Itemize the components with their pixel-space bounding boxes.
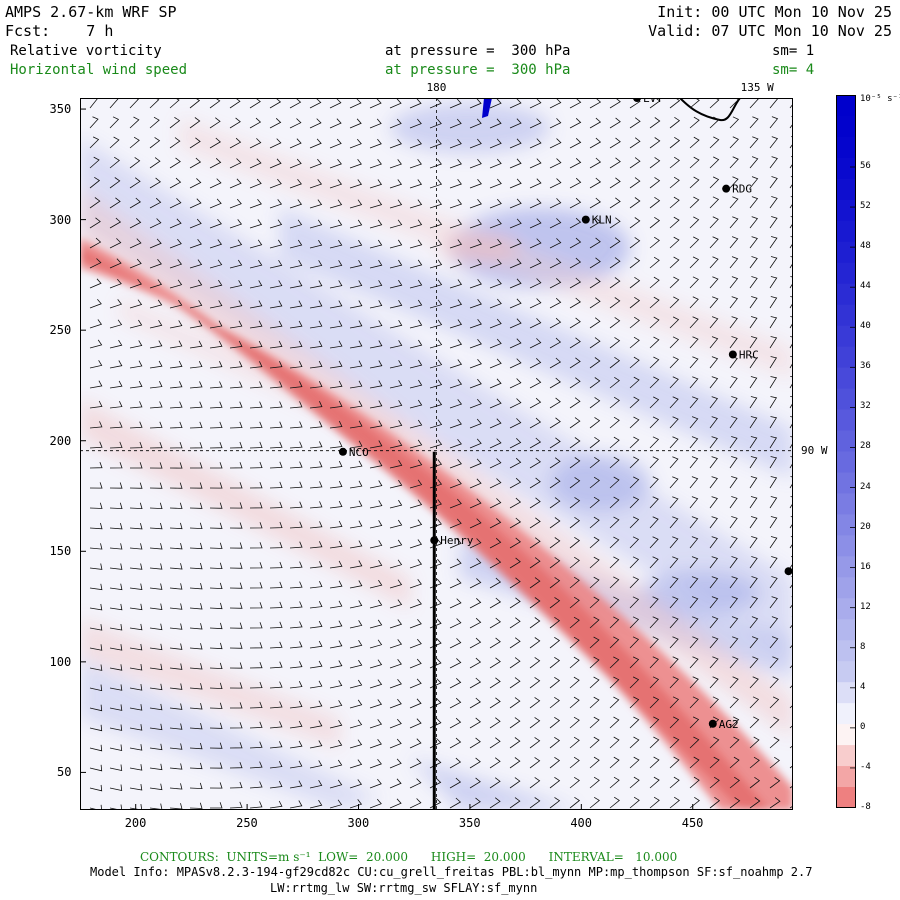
vorticity-map: LVT RDG KLN HRC NCO Henry AG2 <box>80 98 793 810</box>
model-title: AMPS 2.67-km WRF SP <box>5 3 177 21</box>
model-info-line2: LW:rrtmg_lw SW:rrtmg_sw SFLAY:sf_mynn <box>270 881 538 895</box>
contour-info: CONTOURS: UNITS=m s⁻¹ LOW= 20.000 HIGH= … <box>140 850 678 864</box>
colorbar-label: 4 <box>860 681 866 692</box>
station-hrc: HRC <box>728 348 759 361</box>
station-ag2: AG2 <box>708 718 739 731</box>
colorbar-label: 12 <box>860 601 871 612</box>
y-tick-label: 200 <box>49 433 72 448</box>
colorbar-units: 10⁻⁵ s⁻¹ <box>860 94 900 104</box>
colorbar-label: 16 <box>860 561 871 572</box>
forecast-hour: Fcst: 7 h <box>5 22 114 40</box>
svg-text:NCO: NCO <box>349 446 369 459</box>
colorbar-label: 48 <box>860 241 871 252</box>
station-nco: NCO <box>338 446 369 459</box>
longitude-label: 135 W <box>740 81 774 94</box>
longitude-label: 90 W <box>801 443 828 457</box>
field1-level: at pressure = 300 hPa <box>385 43 571 59</box>
svg-text:KLN: KLN <box>592 214 612 227</box>
colorbar-label: -4 <box>860 761 871 772</box>
station-rdg: RDG <box>722 183 752 196</box>
x-tick-label: 300 <box>347 816 370 830</box>
valid-time: Valid: 07 UTC Mon 10 Nov 25 <box>648 22 892 40</box>
colorbar-label: 8 <box>860 641 866 652</box>
y-tick-label: 100 <box>49 654 72 669</box>
colorbar-label: 0 <box>860 721 866 732</box>
colorbar-label: 32 <box>860 401 871 412</box>
svg-text:AG2: AG2 <box>719 718 739 731</box>
station-markers: LVT RDG KLN HRC NCO Henry AG2 <box>338 98 793 731</box>
plot-frame <box>80 98 793 810</box>
y-tick-label: 150 <box>49 544 72 559</box>
station-henry: Henry <box>430 534 474 547</box>
longitude-label: 180 <box>426 81 447 94</box>
y-tick-label: 300 <box>49 212 72 227</box>
svg-text:RDG: RDG <box>732 183 752 196</box>
init-time: Init: 00 UTC Mon 10 Nov 25 <box>657 3 892 21</box>
y-tick-label: 350 <box>49 102 72 117</box>
colorbar-label: 36 <box>860 361 871 372</box>
x-tick-label: 400 <box>570 816 593 830</box>
colorbar-label: 24 <box>860 481 871 492</box>
colorbar-label: 52 <box>860 201 871 212</box>
y-tick-label: 250 <box>49 323 72 338</box>
x-tick-label: 250 <box>236 816 258 830</box>
colorbar-label: 56 <box>860 161 871 171</box>
colorbar-label: 28 <box>860 441 871 452</box>
colorbar-label: 44 <box>860 281 871 292</box>
x-tick-label: 200 <box>124 816 147 830</box>
field1-smoothing: sm= 1 <box>772 43 815 59</box>
station-kln: KLN <box>581 214 612 227</box>
field1-name: Relative vorticity <box>10 43 162 59</box>
colorbar-label: -8 <box>860 802 871 812</box>
x-tick-label: 350 <box>458 816 481 830</box>
x-tick-label: 450 <box>681 816 704 830</box>
station-unnamed <box>784 567 793 576</box>
y-tick-label: 50 <box>57 765 72 780</box>
axis-ticks <box>80 108 694 810</box>
colorbar-label: 20 <box>860 521 871 532</box>
coastline <box>679 98 741 122</box>
svg-text:HRC: HRC <box>739 348 759 361</box>
svg-text:LVT: LVT <box>643 98 663 105</box>
field2-name: Horizontal wind speed <box>10 62 188 78</box>
colorbar-label: 40 <box>860 321 871 332</box>
svg-text:Henry: Henry <box>440 534 473 547</box>
colorbar <box>836 95 856 808</box>
model-info-line1: Model Info: MPASv8.2.3-194-gf29cd82c CU:… <box>90 865 813 879</box>
field2-smoothing: sm= 4 <box>772 62 815 78</box>
field2-level: at pressure = 300 hPa <box>385 62 571 78</box>
lat-lon-gridlines <box>80 98 793 810</box>
